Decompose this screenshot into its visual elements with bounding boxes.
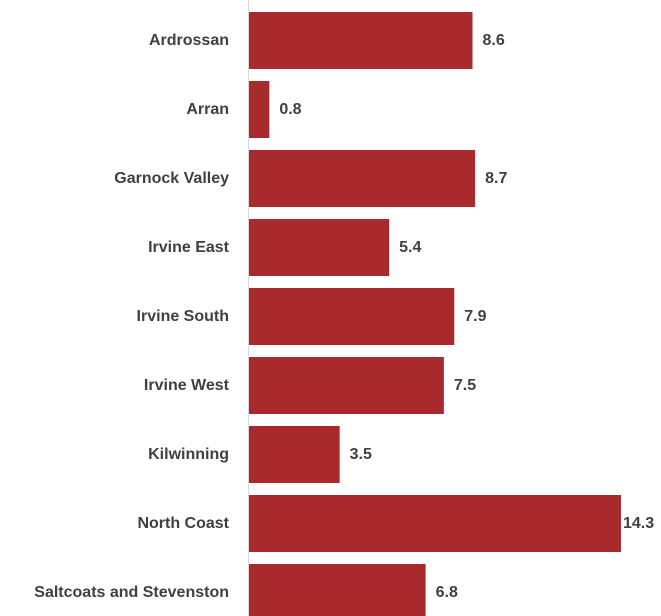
bar <box>249 495 621 552</box>
value-label: 8.7 <box>485 170 507 187</box>
bar <box>249 426 340 483</box>
category-label: Ardrossan <box>149 32 229 49</box>
bar <box>249 150 476 207</box>
value-label: 14.3 <box>623 515 654 532</box>
value-label: 5.4 <box>399 239 421 256</box>
category-label: Arran <box>186 101 229 118</box>
bar <box>249 288 455 345</box>
bar <box>249 219 390 276</box>
labels-layer: Ardrossan 8.6 Arran 0.8 Garnock Valley 8.7 Irv… <box>34 32 654 601</box>
category-label: Irvine South <box>137 308 229 325</box>
value-label: 6.8 <box>436 584 458 601</box>
category-label: Saltcoats and Stevenston <box>34 584 229 601</box>
bar <box>249 81 270 138</box>
category-label: Kilwinning <box>148 446 229 463</box>
bar <box>249 357 444 414</box>
category-label: Irvine West <box>144 377 230 394</box>
category-label: North Coast <box>137 515 229 532</box>
value-label: 3.5 <box>350 446 372 463</box>
value-label: 7.9 <box>464 308 486 325</box>
value-label: 8.6 <box>483 32 505 49</box>
bars-layer <box>249 12 621 616</box>
value-label: 7.5 <box>454 377 476 394</box>
bar <box>249 12 473 69</box>
bar <box>249 564 426 616</box>
value-label: 0.8 <box>279 101 301 118</box>
category-label: Garnock Valley <box>114 170 229 187</box>
category-label: Irvine East <box>148 239 230 256</box>
